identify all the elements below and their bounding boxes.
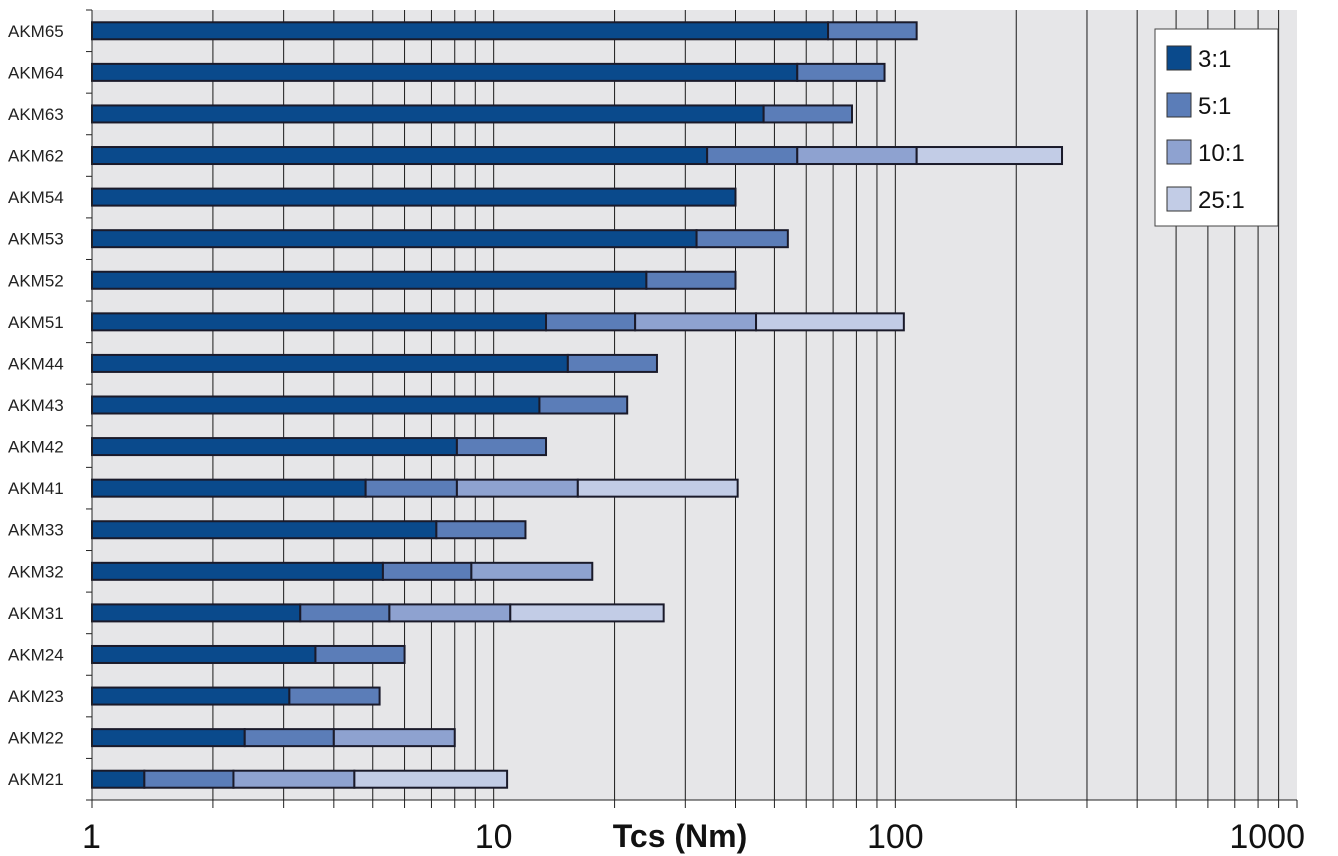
- bar-segment: [91, 146, 709, 166]
- bar-segment: [91, 769, 146, 789]
- bar-segment: [299, 603, 391, 623]
- bar-segment: [695, 229, 789, 249]
- x-tick-label: 1000: [1229, 818, 1305, 856]
- bar-segment: [91, 437, 458, 457]
- legend-label: 3:1: [1198, 46, 1231, 73]
- bar-segment: [91, 270, 648, 290]
- category-label: AKM23: [8, 687, 64, 706]
- bar-segment: [91, 478, 367, 498]
- bar-segment: [91, 229, 698, 249]
- legend-label: 10:1: [1198, 140, 1245, 167]
- category-label: AKM54: [8, 188, 64, 207]
- bar-segment: [455, 478, 579, 498]
- bar-segment: [364, 478, 458, 498]
- bar-segment: [645, 270, 737, 290]
- bar-segment: [91, 686, 291, 706]
- bar-segment: [915, 146, 1064, 166]
- legend-swatch: [1166, 139, 1192, 165]
- bars: [91, 21, 1064, 789]
- bar-segment: [91, 353, 569, 373]
- category-labels: AKM65 AKM64 AKM63 AKM62 AKM54 AKM53 AKM52 AKM51…: [8, 22, 64, 789]
- bar-segment: [381, 561, 473, 581]
- bar-segment: [545, 312, 637, 332]
- bar-segment: [314, 644, 406, 664]
- bar-segment: [91, 520, 438, 540]
- legend-swatch: [1166, 92, 1192, 118]
- bar-segment: [796, 62, 886, 82]
- x-tick-label: 100: [867, 818, 924, 856]
- bar-segment: [827, 21, 918, 41]
- bar-segment: [509, 603, 665, 623]
- category-label: AKM21: [8, 770, 64, 789]
- category-label: AKM44: [8, 354, 64, 373]
- category-label: AKM42: [8, 438, 64, 457]
- bar-segment: [243, 728, 335, 748]
- bar-segment: [332, 728, 456, 748]
- bar-segment: [91, 603, 302, 623]
- category-label: AKM32: [8, 562, 64, 581]
- x-tick-label: 10: [475, 818, 513, 856]
- bar-segment: [470, 561, 594, 581]
- x-tick-label: 1: [82, 818, 101, 856]
- bar-segment: [435, 520, 527, 540]
- bar-segment: [634, 312, 758, 332]
- legend-swatch: [1166, 45, 1192, 71]
- category-label: AKM65: [8, 22, 64, 41]
- category-label: AKM51: [8, 313, 64, 332]
- bar-segment: [91, 312, 548, 332]
- bar-segment: [143, 769, 235, 789]
- bar-segment: [91, 104, 765, 124]
- bar-segment: [288, 686, 381, 706]
- bar-segment: [91, 728, 246, 748]
- bar-segment: [762, 104, 853, 124]
- bar-segment: [91, 21, 830, 41]
- legend: 3:1 5:1 10:1 25:1: [1154, 28, 1279, 227]
- x-axis-title: Tcs (Nm): [613, 818, 748, 854]
- category-label: AKM52: [8, 271, 64, 290]
- bar-segment: [388, 603, 512, 623]
- category-label: AKM63: [8, 105, 64, 124]
- category-label: AKM64: [8, 63, 64, 82]
- legend-label: 25:1: [1198, 187, 1245, 214]
- bar-segment: [576, 478, 739, 498]
- category-label: AKM24: [8, 645, 64, 664]
- category-label: AKM43: [8, 396, 64, 415]
- bar-segment: [232, 769, 356, 789]
- legend-swatch: [1166, 186, 1192, 212]
- bar-segment: [353, 769, 509, 789]
- bar-segment: [538, 395, 629, 415]
- bar-segment: [91, 395, 541, 415]
- bar-segment: [755, 312, 905, 332]
- bar-segment: [91, 62, 799, 82]
- bar-segment: [91, 644, 317, 664]
- category-label: AKM33: [8, 521, 64, 540]
- bar-segment: [796, 146, 918, 166]
- bar-segment: [566, 353, 658, 373]
- category-label: AKM53: [8, 230, 64, 249]
- category-label: AKM41: [8, 479, 64, 498]
- legend-label: 5:1: [1198, 93, 1231, 120]
- bar-segment: [91, 561, 384, 581]
- bar-segment: [91, 187, 737, 207]
- bar-segment: [455, 437, 548, 457]
- category-label: AKM31: [8, 604, 64, 623]
- bar-segment: [706, 146, 799, 166]
- x-axis: 1 10 100 1000: [82, 9, 1305, 856]
- category-label: AKM62: [8, 147, 64, 166]
- category-label: AKM22: [8, 729, 64, 748]
